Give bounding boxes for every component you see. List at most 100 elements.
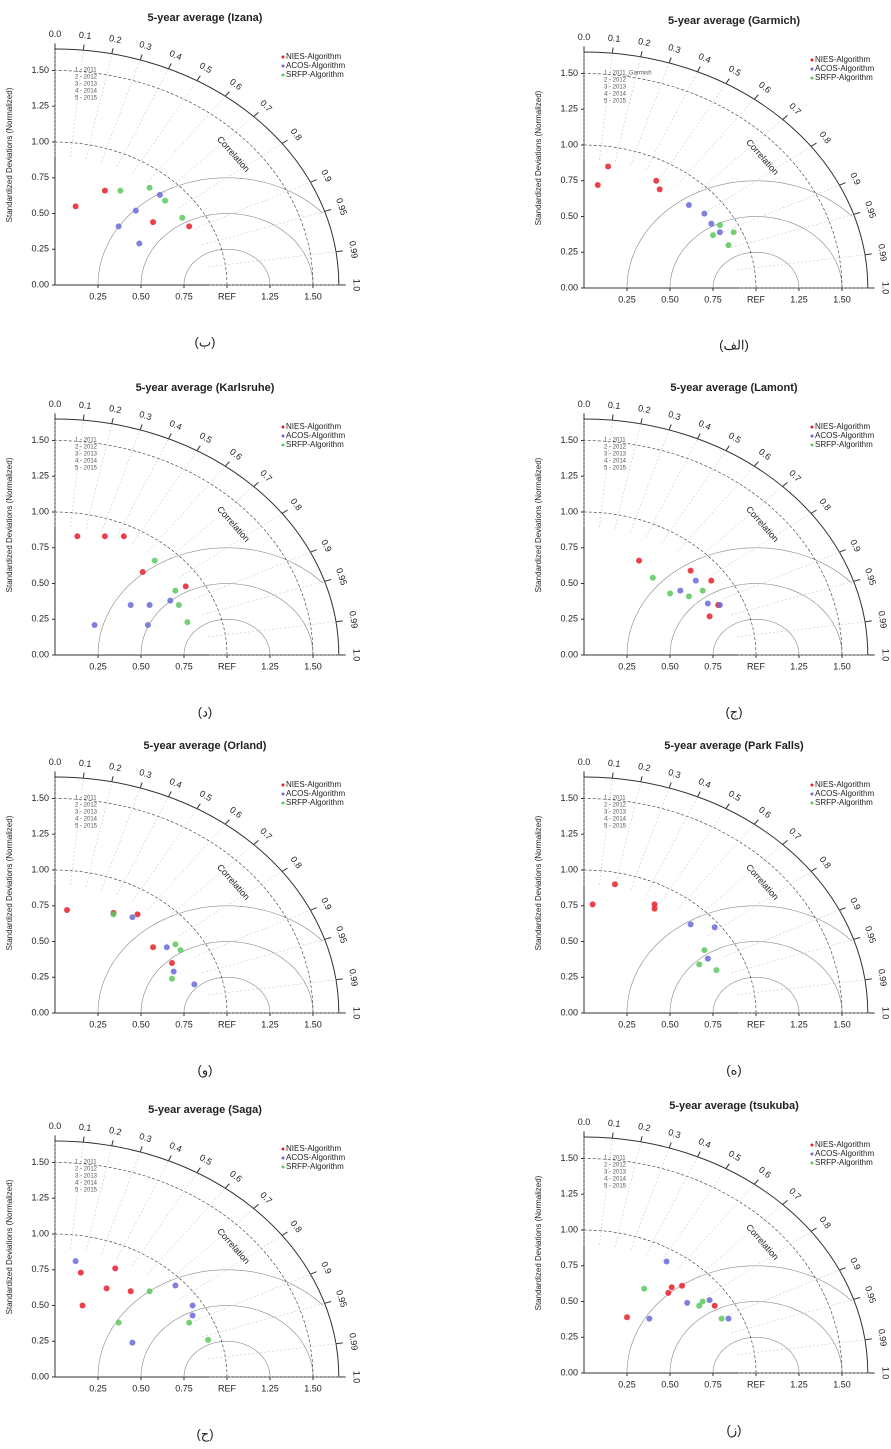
y-tick-label: 0.75	[560, 1260, 578, 1270]
rms-arc	[140, 583, 314, 656]
corr-tick	[139, 782, 143, 789]
year-legend: 1 - 2011	[75, 796, 97, 802]
data-point	[667, 590, 673, 597]
caption: (د)	[198, 704, 212, 719]
corr-line	[707, 871, 812, 936]
x-tick-label: 0.25	[89, 1019, 107, 1029]
legend-label: SRFP-Algorithm	[286, 440, 344, 449]
x-tick-label: 1.25	[790, 294, 808, 304]
year-legend: 4 - 2014	[75, 817, 98, 823]
corr-line	[101, 59, 141, 163]
data-point	[168, 975, 175, 982]
data-point	[718, 1315, 725, 1322]
corr-tick	[864, 1338, 872, 1341]
corr-tick-label: 0.1	[78, 30, 91, 41]
corr-tick-label: 0.3	[138, 409, 153, 422]
y-tick-label: 0.00	[31, 279, 49, 289]
corr-tick-label: 0.1	[78, 758, 91, 769]
legend-label: ACOS-Algorithm	[286, 431, 345, 440]
corr-tick	[196, 1167, 201, 1173]
data-point	[177, 947, 184, 954]
year-legend: 5 - 2015	[75, 824, 98, 830]
y-tick-label: 1.50	[31, 1157, 49, 1167]
data-point	[649, 574, 656, 581]
data-point	[150, 944, 157, 951]
corr-label: Correlation	[215, 134, 252, 174]
corr-line	[201, 1303, 325, 1338]
corr-tick-label: 0.7	[258, 826, 274, 842]
std-arc	[54, 440, 314, 656]
data-point	[725, 1315, 732, 1322]
taylor-panel: 5-year average (Saga) (ح) 0.25 0.50 0.75 REF 1…	[5, 1104, 362, 1443]
corr-tick-label: 0.9	[848, 538, 862, 554]
year-legend: 5 - 2015	[604, 1184, 627, 1190]
corr-line	[194, 1273, 311, 1322]
year-legend: 1 - 2011_Garmish	[604, 71, 652, 77]
corr-line	[208, 621, 336, 638]
corr-tick	[281, 139, 288, 144]
corr-tick-label: 0.0	[49, 29, 62, 39]
x-tick-label: 0.75	[704, 1019, 722, 1029]
rms-arc	[97, 1269, 324, 1378]
corr-tick	[640, 51, 643, 57]
corr-tick-label: 1.0	[881, 1007, 891, 1020]
caption: (ه)	[726, 1062, 742, 1077]
data-point	[163, 944, 170, 951]
data-point	[182, 583, 189, 590]
corr-tick-label: 0.2	[637, 761, 651, 773]
corr-tick-label: 0.8	[289, 854, 305, 870]
data-point	[115, 1319, 122, 1326]
corr-line	[737, 1339, 865, 1356]
data-point	[685, 202, 692, 209]
corr-tick-label: 0.9	[848, 896, 862, 912]
corr-line	[707, 1231, 812, 1296]
corr-tick	[853, 1297, 861, 1300]
data-point	[72, 203, 79, 210]
taylor-panel: 5-year average (Lamont) (ج) 0.25 0.50 0.75 RE…	[534, 382, 891, 721]
data-point	[679, 1282, 686, 1289]
corr-tick	[782, 482, 788, 487]
corr-line	[730, 939, 854, 974]
y-tick-label: 0.25	[560, 247, 578, 257]
corr-tick	[611, 414, 614, 421]
corr-line	[178, 513, 283, 578]
corr-tick-label: 0.8	[818, 129, 834, 145]
corr-tick-label: 0.99	[876, 243, 888, 262]
y-tick-label: 1.50	[560, 1153, 578, 1163]
corr-tick	[310, 1271, 317, 1275]
data-point	[706, 1297, 713, 1304]
corr-line	[194, 909, 311, 958]
corr-tick	[810, 509, 817, 514]
corr-tick-label: 0.8	[289, 126, 305, 142]
y-tick-label: 0.25	[560, 614, 578, 624]
corr-line	[70, 50, 84, 157]
legend-label: ACOS-Algorithm	[286, 1153, 345, 1162]
corr-tick	[111, 776, 114, 782]
taylor-panel: 5-year average (Orland) (و) 0.25 0.50 0.75 RE…	[5, 740, 362, 1079]
x-tick-label: 0.75	[175, 661, 193, 671]
corr-tick	[310, 549, 317, 553]
x-tick-label: 0.25	[618, 661, 636, 671]
y-tick-label: 0.50	[31, 1300, 49, 1310]
corr-line	[730, 214, 854, 249]
corr-line	[147, 466, 226, 553]
data-point	[129, 914, 136, 921]
x-tick-label: REF	[747, 1379, 766, 1389]
corr-line	[116, 796, 169, 896]
corr-tick-label: 0.3	[667, 1127, 682, 1140]
data-point	[162, 197, 169, 204]
corr-tick	[224, 461, 230, 467]
corr-tick-label: 0.95	[863, 567, 878, 587]
corr-tick	[310, 179, 317, 183]
year-legend: 4 - 2014	[75, 459, 98, 465]
y-tick-label: 1.00	[560, 506, 578, 516]
x-tick-label: 0.75	[175, 291, 193, 301]
caption: (ب)	[195, 334, 216, 349]
legend-marker	[281, 55, 285, 59]
corr-tick	[196, 75, 201, 81]
data-point	[656, 186, 663, 193]
y-axis-label: Standardized Deviations (Normalized)	[5, 87, 14, 222]
x-tick-label: 0.25	[618, 1379, 636, 1389]
y-tick-label: 1.00	[31, 1228, 49, 1238]
